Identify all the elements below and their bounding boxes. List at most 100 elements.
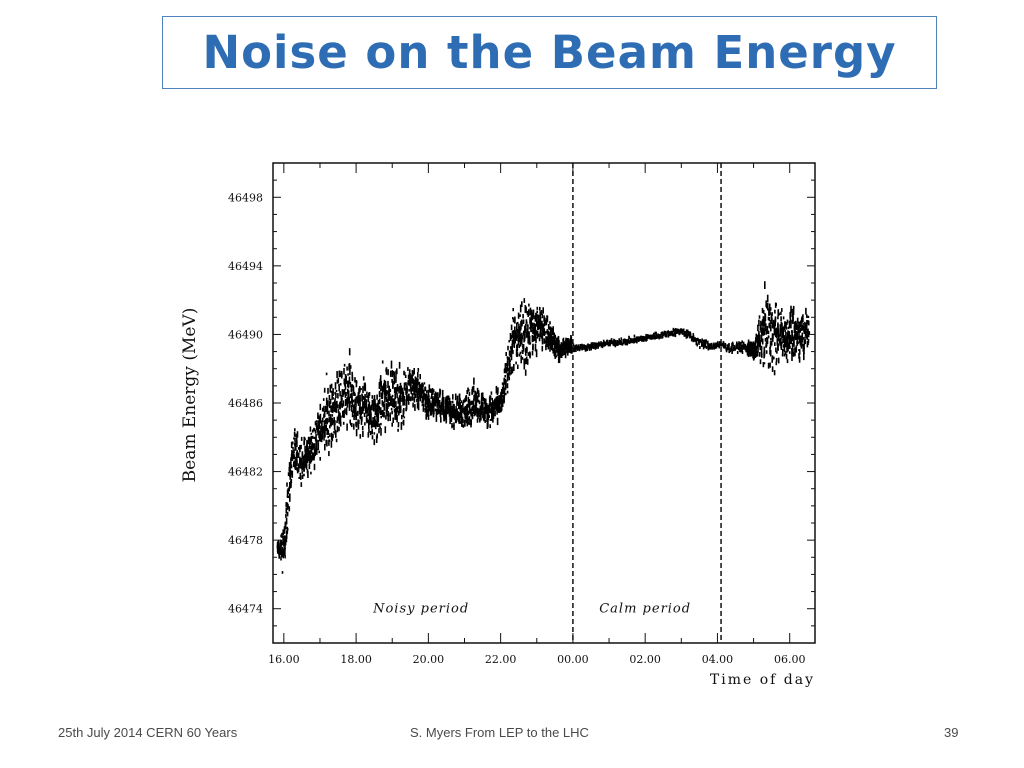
data-point (523, 298, 526, 303)
data-point (299, 465, 302, 468)
data-point (328, 410, 330, 417)
data-point (540, 310, 543, 316)
data-point (410, 380, 412, 387)
data-point (505, 363, 508, 367)
data-point (659, 334, 662, 338)
data-point (535, 329, 537, 336)
data-point (398, 385, 401, 390)
data-point (295, 433, 297, 438)
data-point (655, 333, 658, 337)
data-point (477, 409, 480, 417)
data-point (554, 334, 556, 339)
data-point (569, 338, 571, 346)
data-point (466, 415, 469, 422)
data-point (752, 341, 755, 346)
data-point (462, 407, 465, 411)
data-point (492, 415, 494, 423)
data-point (518, 344, 520, 348)
data-point (326, 428, 329, 433)
data-point (364, 384, 367, 387)
y-tick-label: 46498 (228, 191, 263, 204)
data-point (299, 472, 302, 478)
data-point (535, 349, 538, 358)
data-point (535, 336, 537, 343)
data-point (305, 449, 307, 453)
data-point (531, 322, 534, 327)
data-point (392, 417, 394, 423)
data-point (788, 340, 790, 345)
data-point (390, 360, 393, 369)
data-point (548, 333, 550, 340)
data-point (346, 400, 349, 408)
data-point (315, 440, 317, 443)
data-point (367, 413, 370, 416)
data-point (380, 428, 382, 436)
data-point (762, 333, 764, 336)
data-point (769, 362, 771, 368)
data-point (671, 332, 673, 336)
data-point (408, 396, 411, 401)
data-point (398, 361, 401, 369)
data-point (330, 440, 333, 448)
data-point (804, 336, 806, 339)
data-point (687, 331, 690, 334)
data-point (659, 336, 661, 339)
data-point (722, 342, 725, 346)
data-point (329, 414, 332, 420)
data-point (286, 528, 289, 531)
data-point (378, 423, 381, 428)
data-point (423, 382, 426, 385)
data-point (309, 438, 311, 445)
data-point (528, 335, 531, 344)
data-point (326, 418, 329, 423)
data-point (431, 396, 434, 403)
data-point (519, 338, 522, 347)
data-point (511, 330, 514, 338)
data-point (486, 414, 488, 423)
data-point (674, 332, 677, 335)
data-point (568, 342, 571, 347)
data-point (506, 374, 509, 382)
data-point (507, 372, 510, 376)
data-point (586, 344, 588, 348)
data-point (409, 374, 412, 380)
data-point (503, 395, 505, 403)
data-point (342, 421, 345, 425)
data-point (369, 411, 371, 419)
data-point (441, 403, 443, 410)
data-point (551, 337, 553, 344)
data-point (317, 420, 320, 423)
data-point (362, 376, 365, 381)
data-point (447, 404, 449, 409)
data-point (776, 343, 779, 346)
data-point (517, 312, 520, 319)
data-point (453, 412, 456, 419)
data-point (344, 382, 347, 386)
data-point (599, 342, 602, 346)
data-point (342, 389, 345, 396)
data-point (512, 330, 515, 336)
data-point (696, 343, 698, 347)
data-point (362, 385, 364, 394)
data-point (429, 388, 431, 393)
data-point (355, 429, 358, 437)
data-point (794, 353, 796, 357)
data-point (411, 376, 413, 379)
data-point (465, 405, 468, 411)
data-point (799, 327, 801, 333)
data-point (437, 397, 440, 400)
data-point (313, 463, 316, 471)
data-point (404, 374, 407, 378)
data-point (366, 414, 368, 417)
data-point (752, 353, 754, 359)
data-point (401, 397, 403, 401)
data-point (278, 551, 280, 559)
data-point (689, 335, 692, 339)
data-point (366, 395, 368, 398)
data-point (638, 337, 641, 341)
data-point (686, 335, 689, 339)
data-point (741, 340, 743, 344)
data-point (399, 394, 402, 402)
data-point (284, 538, 287, 546)
data-point (385, 367, 388, 375)
